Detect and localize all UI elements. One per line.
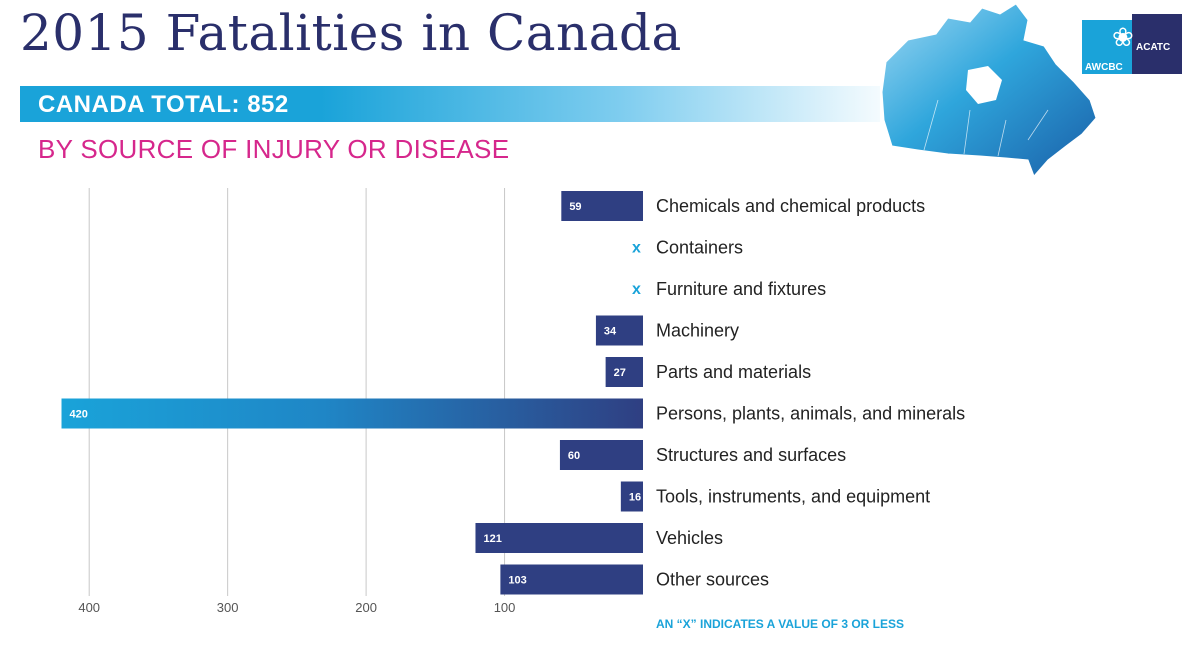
bars: 59 x x 34 27 420 60 16 121 103 xyxy=(61,191,643,595)
x-tick-label-100: 100 xyxy=(494,600,516,615)
value-label-3: 34 xyxy=(604,326,617,338)
value-label-7: 16 xyxy=(629,492,641,504)
value-label-0: 59 xyxy=(569,201,581,213)
x-axis-ticks: 100 200 300 400 xyxy=(78,600,515,615)
category-label-4: Parts and materials xyxy=(656,362,811,382)
category-label-3: Machinery xyxy=(656,321,739,341)
logo-right-block: ACATC xyxy=(1132,14,1182,74)
grid-lines xyxy=(88,188,506,596)
x-marker-1: x xyxy=(632,240,641,257)
category-label-0: Chemicals and chemical products xyxy=(656,196,925,216)
bar-5 xyxy=(61,398,643,429)
value-label-5: 420 xyxy=(70,409,88,421)
maple-leaf-icon: ❀ xyxy=(1112,22,1134,52)
category-label-5: Persons, plants, animals, and minerals xyxy=(656,404,965,424)
canada-total: CANADA TOTAL: 852 xyxy=(38,91,289,118)
category-labels: Chemicals and chemical products Container… xyxy=(656,196,965,590)
category-label-7: Tools, instruments, and equipment xyxy=(656,487,930,507)
value-label-4: 27 xyxy=(614,367,626,379)
bar-8 xyxy=(475,523,643,553)
canada-map-icon xyxy=(881,3,1097,177)
value-label-6: 60 xyxy=(568,450,580,462)
bar-0 xyxy=(561,191,643,221)
logo-right-text: ACATC xyxy=(1136,42,1171,53)
x-tick-label-400: 400 xyxy=(78,600,100,615)
category-label-6: Structures and surfaces xyxy=(656,445,846,465)
value-label-9: 103 xyxy=(508,575,526,587)
value-label-8: 121 xyxy=(483,533,501,545)
bar-6 xyxy=(559,440,643,470)
bar-7 xyxy=(620,481,643,512)
category-label-1: Containers xyxy=(656,238,743,258)
category-label-9: Other sources xyxy=(656,570,769,590)
bar-4 xyxy=(605,357,643,387)
x-marker-2: x xyxy=(632,281,641,298)
category-label-2: Furniture and fixtures xyxy=(656,279,826,299)
footnote: AN “X” INDICATES A VALUE OF 3 OR LESS xyxy=(656,617,905,631)
category-label-8: Vehicles xyxy=(656,528,723,548)
logo-left-text: AWCBC xyxy=(1085,62,1123,73)
bar-9 xyxy=(500,564,643,595)
logo-left-block: AWCBC xyxy=(1082,20,1136,74)
chart-subtitle: BY SOURCE OF INJURY OR DISEASE xyxy=(38,134,510,164)
total-banner: CANADA TOTAL: 852 xyxy=(20,86,880,122)
x-tick-label-200: 200 xyxy=(355,600,377,615)
bar-3 xyxy=(595,315,643,346)
x-tick-label-300: 300 xyxy=(217,600,239,615)
awcbc-logo: AWCBC ACATC ❀ xyxy=(1082,14,1182,74)
chart-title: 2015 Fatalities in Canada xyxy=(20,4,682,62)
